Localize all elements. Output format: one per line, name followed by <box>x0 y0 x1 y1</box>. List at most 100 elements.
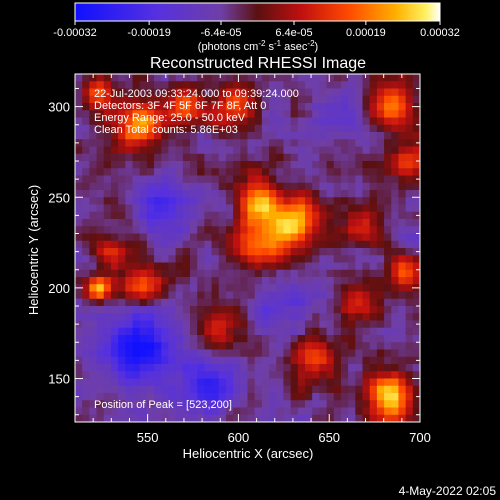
heatmap-cell <box>283 226 292 235</box>
heatmap-cell <box>225 327 234 336</box>
heatmap-cell <box>312 255 320 264</box>
heatmap-cell <box>139 110 148 119</box>
heatmap-cell <box>175 262 184 271</box>
heatmap-cell <box>261 190 270 198</box>
heatmap-cell <box>412 95 420 104</box>
heatmap-cell <box>125 139 134 148</box>
heatmap-cell <box>312 81 320 90</box>
heatmap-cell <box>225 371 234 380</box>
heatmap-cell <box>290 298 299 307</box>
heatmap-cell <box>175 371 184 380</box>
heatmap-cell <box>269 95 277 104</box>
heatmap-cell <box>139 335 148 343</box>
heatmap-cell <box>110 277 119 285</box>
heatmap-cell <box>182 298 191 307</box>
heatmap-cell <box>376 407 385 416</box>
heatmap-cell <box>355 124 364 133</box>
heatmap-cell <box>261 248 270 256</box>
heatmap-cell <box>405 139 414 148</box>
heatmap-cell <box>376 320 385 329</box>
heatmap-cell <box>297 277 306 285</box>
y-tick-label: 250 <box>48 190 70 205</box>
heatmap-cell <box>376 233 385 242</box>
heatmap-cell <box>340 262 349 271</box>
heatmap-cell <box>118 88 126 97</box>
heatmap-cell <box>218 103 227 111</box>
heatmap-cell <box>89 168 98 177</box>
heatmap-cell <box>110 233 119 242</box>
heatmap-cell <box>319 103 328 111</box>
heatmap-cell <box>118 197 126 206</box>
heatmap-cell <box>146 204 155 213</box>
heatmap-cell <box>319 400 328 409</box>
heatmap-cell <box>305 298 313 307</box>
heatmap-cell <box>103 342 112 351</box>
heatmap-cell <box>125 407 134 416</box>
heatmap-cell <box>376 103 385 111</box>
heatmap-cell <box>412 146 420 155</box>
heatmap-cell <box>290 400 299 409</box>
heatmap-cell <box>190 103 198 111</box>
heatmap-cell <box>283 168 292 177</box>
heatmap-cell <box>154 298 162 307</box>
heatmap-cell <box>369 277 378 285</box>
heatmap-cell <box>161 240 170 249</box>
heatmap-cell <box>182 327 191 336</box>
heatmap-cell <box>182 277 191 285</box>
heatmap-cell <box>269 182 277 191</box>
heatmap-cell <box>269 335 277 343</box>
heatmap-cell <box>139 219 148 227</box>
heatmap-cell <box>376 335 385 343</box>
heatmap-cell <box>312 393 320 401</box>
heatmap-cell <box>305 81 313 90</box>
heatmap-cell <box>376 110 385 119</box>
heatmap-cell <box>348 175 356 184</box>
heatmap-cell <box>146 153 155 162</box>
heatmap-cell <box>139 298 148 307</box>
heatmap-cell <box>333 414 342 422</box>
heatmap-cell <box>405 175 414 184</box>
heatmap-cell <box>118 320 126 329</box>
heatmap-cell <box>269 385 277 394</box>
heatmap-cell <box>254 356 263 365</box>
heatmap-cell <box>297 313 306 322</box>
heatmap-cell <box>182 153 191 162</box>
heatmap-cell <box>283 146 292 155</box>
heatmap-cell <box>376 168 385 177</box>
heatmap-cell <box>204 298 213 307</box>
heatmap-cell <box>197 95 205 104</box>
heatmap-cell <box>110 240 119 249</box>
heatmap-cell <box>269 356 277 365</box>
heatmap-cell <box>254 233 263 242</box>
heatmap-cell <box>240 175 249 184</box>
heatmap-cell <box>75 378 83 387</box>
heatmap-cell <box>319 327 328 336</box>
heatmap-cell <box>204 349 213 358</box>
heatmap-cell <box>254 255 263 264</box>
heatmap-cell <box>384 168 392 177</box>
heatmap-cell <box>384 385 392 394</box>
heatmap-cell <box>103 146 112 155</box>
heatmap-cell <box>103 219 112 227</box>
heatmap-cell <box>261 414 270 422</box>
heatmap-cell <box>326 284 335 293</box>
heatmap-cell <box>182 414 191 422</box>
heatmap-cell <box>110 269 119 278</box>
heatmap-cell <box>254 110 263 119</box>
heatmap-cell <box>283 117 292 126</box>
heatmap-cell <box>175 117 184 126</box>
heatmap-cell <box>132 342 141 351</box>
heatmap-cell <box>146 197 155 206</box>
heatmap-cell <box>75 110 83 119</box>
heatmap-cell <box>247 342 256 351</box>
heatmap-cell <box>261 240 270 249</box>
heatmap-cell <box>312 240 320 249</box>
heatmap-cell <box>225 269 234 278</box>
heatmap-cell <box>103 356 112 365</box>
heatmap-cell <box>211 211 220 220</box>
heatmap-cell <box>190 393 198 401</box>
heatmap-cell <box>312 182 320 191</box>
heatmap-cell <box>261 211 270 220</box>
heatmap-cell <box>240 298 249 307</box>
heatmap-cell <box>75 197 83 206</box>
